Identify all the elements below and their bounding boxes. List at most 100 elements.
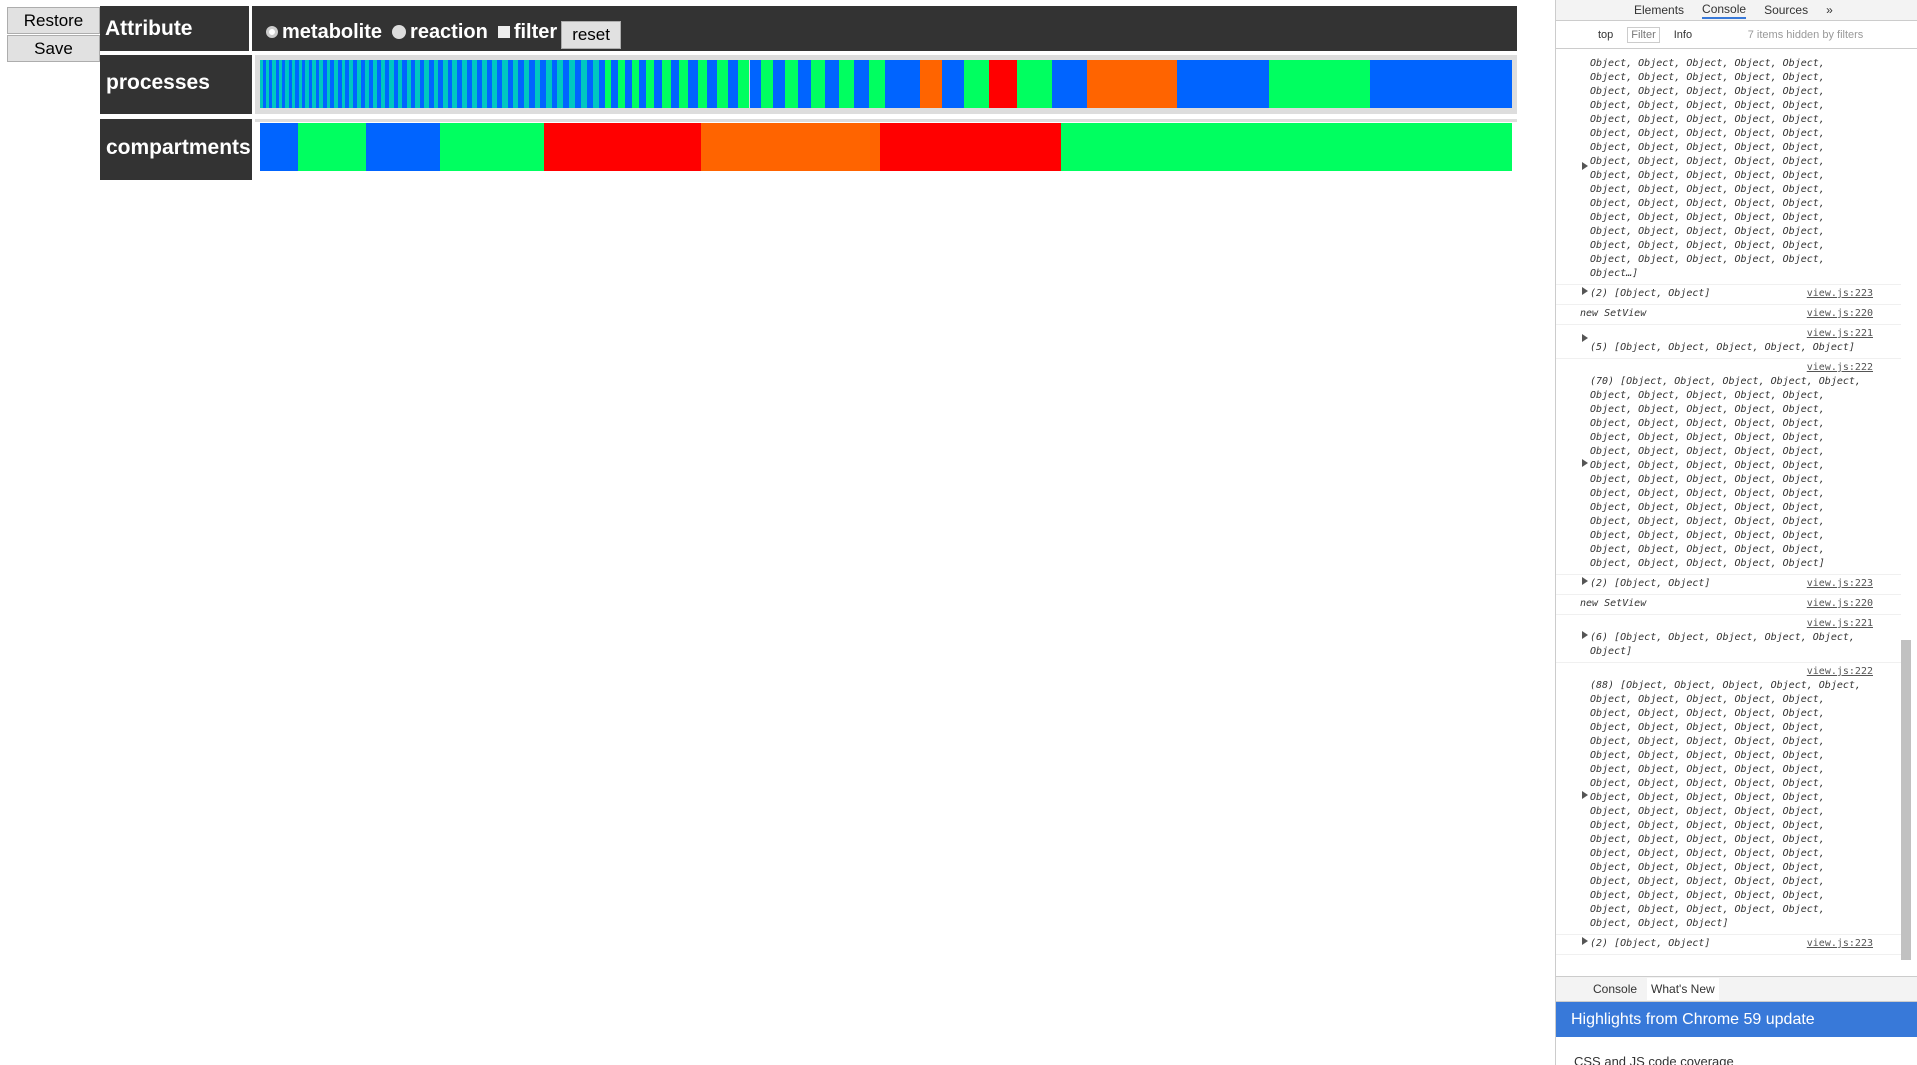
tab[interactable]: Sources xyxy=(1764,3,1809,17)
segment xyxy=(586,60,593,108)
segment xyxy=(1370,60,1512,108)
segment xyxy=(738,60,750,108)
segment xyxy=(624,60,632,108)
segment xyxy=(385,60,390,108)
radio-label: metabolite xyxy=(282,20,383,43)
segment xyxy=(364,60,369,108)
segment xyxy=(260,123,298,171)
segment xyxy=(298,60,302,108)
segment xyxy=(415,60,420,108)
segment xyxy=(438,60,443,108)
console-message: new SetView view.js:220 xyxy=(1556,595,1901,615)
segment xyxy=(291,60,296,108)
tab[interactable]: Elements xyxy=(1634,3,1685,17)
segment xyxy=(263,60,267,108)
level[interactable]: Info xyxy=(1673,29,1693,41)
segment xyxy=(312,60,316,108)
segment xyxy=(360,60,365,108)
message-text: Object, Object, Object, Object, Object, … xyxy=(1590,58,1825,279)
segment xyxy=(869,60,885,108)
segment xyxy=(638,60,647,108)
segment xyxy=(839,60,854,108)
row-label: compartments xyxy=(100,119,252,180)
segment xyxy=(988,60,1017,108)
segment xyxy=(260,60,264,108)
source-link: view.js:223 xyxy=(1806,288,1873,299)
radio[interactable] xyxy=(392,25,407,39)
process-bar xyxy=(260,60,1512,108)
segment xyxy=(439,123,544,171)
tab[interactable]: » xyxy=(1826,3,1833,17)
segment xyxy=(688,60,698,108)
segment xyxy=(278,60,282,108)
segment xyxy=(529,60,535,108)
console-message: view.js:222 (88) [Object, Object, Object,… xyxy=(1556,663,1901,935)
segment xyxy=(368,60,373,108)
segment xyxy=(563,60,569,108)
segment xyxy=(824,60,840,108)
source-link: view.js:221 xyxy=(1806,328,1873,339)
controls: metabolite reaction filter reset xyxy=(266,15,621,49)
tab[interactable]: Console xyxy=(1702,2,1747,19)
segment xyxy=(853,60,870,108)
context[interactable]: top xyxy=(1598,29,1614,41)
segment xyxy=(574,60,581,108)
checkbox[interactable] xyxy=(497,26,510,38)
segment xyxy=(761,60,773,108)
segment xyxy=(442,60,448,108)
segment xyxy=(397,60,403,108)
segment xyxy=(551,60,558,108)
segment xyxy=(513,60,519,108)
message-text: (2) [Object, Object] xyxy=(1590,578,1711,589)
segment xyxy=(654,60,663,108)
tab[interactable]: What's New xyxy=(1647,978,1719,1000)
message-text: (2) [Object, Object] xyxy=(1590,288,1711,299)
segment xyxy=(429,60,434,108)
segment xyxy=(381,60,386,108)
segment xyxy=(285,60,289,108)
segment xyxy=(337,60,342,108)
segment xyxy=(1060,123,1512,171)
segment xyxy=(419,60,425,108)
message-text: (70) [Object, Object, Object, Object, Ob… xyxy=(1590,376,1861,569)
segment xyxy=(288,60,292,108)
segment xyxy=(785,60,799,108)
segment xyxy=(486,60,493,108)
source-link: view.js:222 xyxy=(1806,666,1873,677)
segment xyxy=(631,60,639,108)
segment xyxy=(580,60,587,108)
segment xyxy=(592,60,599,108)
segment xyxy=(301,60,306,108)
message-text: (5) [Object, Object, Object, Object, Obj… xyxy=(1590,342,1855,353)
segment xyxy=(679,60,689,108)
console-message: Object, Object, Object, Object, Object, … xyxy=(1556,55,1901,285)
segment xyxy=(701,123,880,171)
segment xyxy=(772,60,786,108)
segment xyxy=(1016,60,1053,108)
tab[interactable]: Console xyxy=(1593,982,1638,996)
segment xyxy=(266,60,270,108)
segment xyxy=(433,60,439,108)
row-label: processes xyxy=(100,55,252,114)
reset-button[interactable]: reset xyxy=(561,21,621,49)
segment xyxy=(345,60,350,108)
compartment-bar xyxy=(260,123,1512,171)
segment xyxy=(308,60,313,108)
segment xyxy=(481,60,487,108)
segment xyxy=(611,60,618,108)
segment xyxy=(497,60,503,108)
save-button[interactable]: Save xyxy=(7,35,100,62)
console-messages: Object, Object, Object, Object, Object, … xyxy=(1556,50,1901,955)
segment xyxy=(717,60,728,108)
segment xyxy=(707,60,718,108)
segment xyxy=(749,60,761,108)
segment xyxy=(402,60,407,108)
radio[interactable] xyxy=(266,26,278,38)
segment xyxy=(295,60,299,108)
filter[interactable]: Filter xyxy=(1627,27,1660,43)
restore-button[interactable]: Restore xyxy=(7,7,100,34)
segment xyxy=(411,60,416,108)
source-link: view.js:223 xyxy=(1806,578,1873,589)
source-link: view.js:220 xyxy=(1806,308,1873,319)
